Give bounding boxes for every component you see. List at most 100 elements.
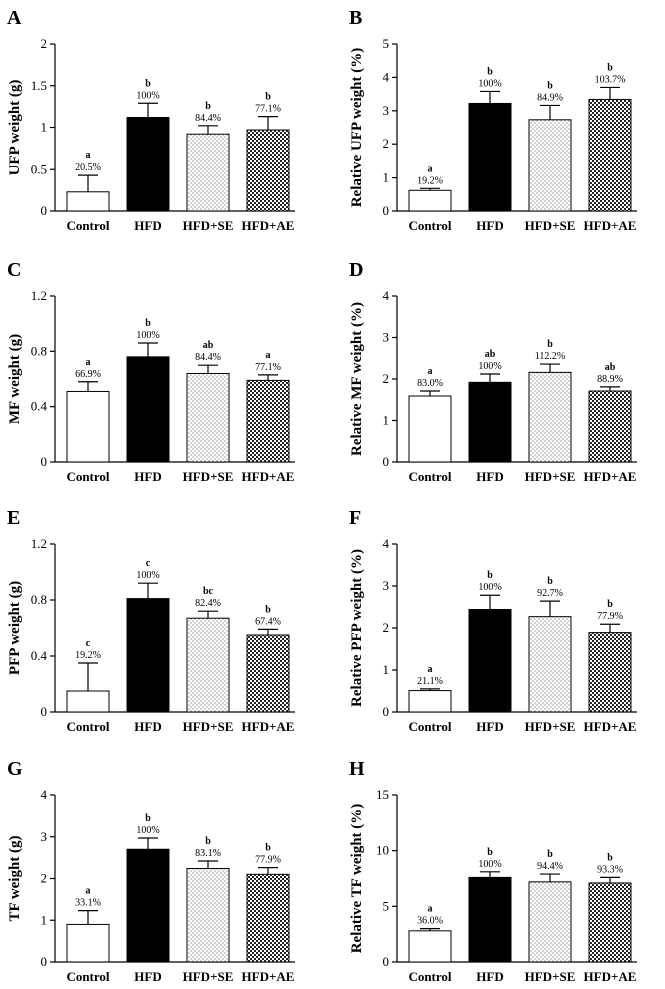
panel-a-category-label: HFD+SE: [183, 218, 234, 233]
panel-f-tick-label: 4: [383, 536, 390, 551]
panel-e-significance-letter: c: [146, 558, 151, 569]
panel-g-bar: [246, 873, 290, 963]
panel-c-category-label: HFD: [134, 469, 161, 484]
panel-f: F Relative PFP weight (%) 0 1 2 3 4 21.1%a Contr…: [349, 507, 637, 734]
panel-h-tick-label: 5: [383, 898, 390, 913]
panel-g-percent-label: 100%: [136, 825, 159, 836]
panel-e-bar: [126, 598, 170, 713]
panel-a-significance-letter: b: [265, 92, 271, 103]
panel-a-tick-label: 2: [41, 36, 48, 51]
panel-c-bar: [246, 379, 290, 463]
panel-e-y-axis-label: PFP weight (g): [7, 581, 23, 675]
panel-c-y-axis-label: MF weight (g): [7, 334, 23, 424]
panel-h-percent-label: 93.3%: [597, 864, 623, 875]
panel-b-significance-letter: b: [487, 66, 493, 77]
panel-a-bar: [246, 129, 290, 212]
panel-g-category-label: HFD: [134, 969, 161, 984]
panel-b-percent-label: 103.7%: [595, 74, 626, 85]
panel-b-bar: [528, 119, 572, 212]
panel-c-percent-label: 84.4%: [195, 352, 221, 363]
panel-f-tick-label: 0: [383, 704, 390, 719]
panel-g-category-label: Control: [66, 969, 109, 984]
panel-f-percent-label: 21.1%: [417, 676, 443, 687]
panel-h: H Relative TF weight (%) 0 5 10 15 36.0%a Contr…: [349, 758, 637, 984]
panel-a-category-label: HFD: [134, 218, 161, 233]
panel-b-percent-label: 84.9%: [537, 92, 563, 103]
panel-a-tick-label: 0: [41, 203, 48, 218]
panel-f-significance-letter: b: [487, 570, 493, 581]
panel-d-bar: [588, 390, 632, 463]
panel-d-bar: [408, 395, 452, 463]
panel-d-percent-label: 100%: [478, 361, 501, 372]
panel-a-tick-label: 1.5: [31, 78, 47, 93]
panel-f-category-label: HFD+SE: [525, 719, 576, 734]
panel-d-significance-letter: ab: [485, 349, 496, 360]
panel-a-percent-label: 100%: [136, 90, 159, 101]
panel-f-percent-label: 77.9%: [597, 611, 623, 622]
panel-h-tick-label: 10: [376, 843, 389, 858]
panel-a-percent-label: 77.1%: [255, 104, 281, 115]
panel-d-tick-label: 3: [383, 330, 390, 345]
panel-h-percent-label: 100%: [478, 859, 501, 870]
panel-d-percent-label: 112.2%: [535, 351, 565, 362]
panel-a-bar: [66, 191, 110, 212]
panel-f-significance-letter: a: [428, 664, 433, 675]
panel-c-significance-letter: a: [266, 350, 271, 361]
panel-d-bar: [468, 381, 512, 463]
panel-h-significance-letter: b: [607, 852, 613, 863]
panel-c-category-label: HFD+AE: [242, 469, 295, 484]
panel-c-tick-label: 1.2: [31, 288, 47, 303]
panel-a-tick-label: 1: [41, 120, 48, 135]
panel-b-significance-letter: b: [607, 62, 613, 73]
panel-c-percent-label: 100%: [136, 330, 159, 341]
panel-f-tick-label: 2: [383, 620, 390, 635]
panel-e-percent-label: 67.4%: [255, 616, 281, 627]
panel-h-category-label: Control: [408, 969, 451, 984]
panel-g-tick-label: 2: [41, 871, 48, 886]
panel-f-percent-label: 92.7%: [537, 588, 563, 599]
panel-d-category-label: HFD+SE: [525, 469, 576, 484]
panel-e-percent-label: 100%: [136, 570, 159, 581]
panel-c: CMF weight (g)00.40.81.266.9%aControl100…: [7, 259, 295, 484]
panel-g-bar: [186, 867, 230, 963]
panel-e-letter: E: [7, 507, 20, 529]
panel-d-tick-label: 1: [383, 413, 390, 428]
panel-f-tick-label: 3: [383, 578, 390, 593]
panel-e-significance-letter: c: [86, 638, 91, 649]
panel-g: GTF weight (g)0123433.1%aControl100%bHFD…: [7, 758, 295, 984]
panel-b-bar: [408, 189, 452, 212]
panel-g-bar: [126, 848, 170, 963]
panel-c-significance-letter: b: [145, 318, 151, 329]
panel-e-tick-label: 0.8: [31, 592, 47, 607]
panel-a-significance-letter: b: [145, 78, 151, 89]
panel-h-bar: [588, 882, 632, 963]
panel-e-percent-label: 82.4%: [195, 598, 221, 609]
panel-b-percent-label: 100%: [478, 78, 501, 89]
panel-g-percent-label: 77.9%: [255, 855, 281, 866]
panel-f-bar: [528, 616, 572, 713]
panel-d-letter: D: [349, 259, 363, 281]
panel-g-significance-letter: a: [86, 886, 91, 897]
panel-e-category-label: HFD+SE: [183, 719, 234, 734]
panel-h-significance-letter: b: [487, 847, 493, 858]
panel-e-category-label: HFD+AE: [242, 719, 295, 734]
panel-h-category-label: HFD: [476, 969, 503, 984]
panel-b: B Relative UFP weight (%) 0 1 2 3 4 5 19.2%a Cont…: [349, 7, 637, 233]
panel-d: D Relative MF weight (%) 0 1 2 3 4 83.0%a Contro…: [349, 259, 637, 484]
panel-f-letter: F: [349, 507, 361, 529]
panel-b-tick-label: 0: [383, 203, 390, 218]
panel-g-y-axis-label: TF weight (g): [7, 835, 23, 921]
panel-d-bar: [528, 371, 572, 463]
panel-c-tick-label: 0.4: [31, 399, 48, 414]
panel-a-percent-label: 84.4%: [195, 113, 221, 124]
panel-f-category-label: HFD+AE: [584, 719, 637, 734]
panel-g-category-label: HFD+SE: [183, 969, 234, 984]
panel-g-tick-label: 3: [41, 829, 48, 844]
panel-b-category-label: Control: [408, 218, 451, 233]
panel-f-bar: [468, 609, 512, 713]
panel-b-bar: [468, 102, 512, 212]
panel-b-significance-letter: a: [428, 163, 433, 174]
panel-g-significance-letter: b: [205, 836, 211, 847]
panel-c-percent-label: 66.9%: [75, 369, 101, 380]
panel-g-tick-label: 0: [41, 954, 48, 969]
